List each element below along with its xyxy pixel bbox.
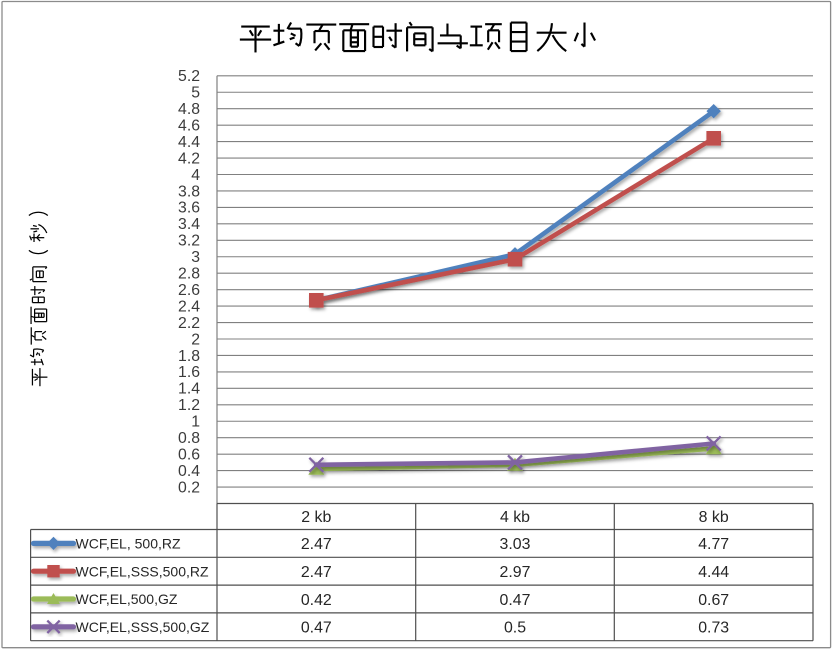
svg-text:2.47: 2.47 xyxy=(301,564,332,581)
svg-text:2.6: 2.6 xyxy=(178,282,200,299)
svg-text:1: 1 xyxy=(191,414,200,431)
svg-text:0.4: 0.4 xyxy=(178,463,200,480)
svg-text:1.6: 1.6 xyxy=(178,364,200,381)
svg-text:0.73: 0.73 xyxy=(698,620,729,637)
svg-text:5.2: 5.2 xyxy=(178,68,200,85)
svg-text:0.47: 0.47 xyxy=(500,592,531,609)
svg-text:3.6: 3.6 xyxy=(178,200,200,217)
svg-text:2 kb: 2 kb xyxy=(301,509,331,526)
svg-text:4.4: 4.4 xyxy=(178,134,200,151)
svg-text:WCF,EL,SSS,500,RZ: WCF,EL,SSS,500,RZ xyxy=(76,563,209,579)
svg-text:2.2: 2.2 xyxy=(178,315,200,332)
svg-text:3.4: 3.4 xyxy=(178,216,200,233)
svg-text:4.77: 4.77 xyxy=(698,536,729,553)
svg-text:1.4: 1.4 xyxy=(178,381,200,398)
svg-text:4.8: 4.8 xyxy=(178,101,200,118)
svg-text:4.2: 4.2 xyxy=(178,150,200,167)
svg-text:0.47: 0.47 xyxy=(301,620,332,637)
svg-text:0.2: 0.2 xyxy=(178,479,200,496)
svg-text:5: 5 xyxy=(191,85,200,102)
svg-text:2.97: 2.97 xyxy=(500,564,531,581)
svg-text:2.4: 2.4 xyxy=(178,298,200,315)
svg-text:4: 4 xyxy=(191,167,200,184)
svg-text:2.47: 2.47 xyxy=(301,536,332,553)
svg-text:1.8: 1.8 xyxy=(178,348,200,365)
svg-text:8 kb: 8 kb xyxy=(699,509,729,526)
svg-text:4.44: 4.44 xyxy=(698,564,729,581)
svg-text:1.2: 1.2 xyxy=(178,397,200,414)
svg-text:0.8: 0.8 xyxy=(178,430,200,447)
svg-text:3.2: 3.2 xyxy=(178,233,200,250)
svg-text:0.42: 0.42 xyxy=(301,592,332,609)
svg-text:4 kb: 4 kb xyxy=(500,509,530,526)
svg-text:0.67: 0.67 xyxy=(698,592,729,609)
svg-text:2.8: 2.8 xyxy=(178,266,200,283)
svg-text:WCF,EL,SSS,500,GZ: WCF,EL,SSS,500,GZ xyxy=(76,619,210,635)
svg-text:WCF,EL,500,GZ: WCF,EL,500,GZ xyxy=(76,591,178,607)
svg-text:0.5: 0.5 xyxy=(504,620,526,637)
svg-text:4.6: 4.6 xyxy=(178,117,200,134)
svg-text:3.8: 3.8 xyxy=(178,183,200,200)
svg-text:3: 3 xyxy=(191,249,200,266)
svg-text:0.6: 0.6 xyxy=(178,446,200,463)
svg-text:3.03: 3.03 xyxy=(500,536,531,553)
svg-text:WCF,EL, 500,RZ: WCF,EL, 500,RZ xyxy=(76,536,181,552)
svg-text:2: 2 xyxy=(191,331,200,348)
